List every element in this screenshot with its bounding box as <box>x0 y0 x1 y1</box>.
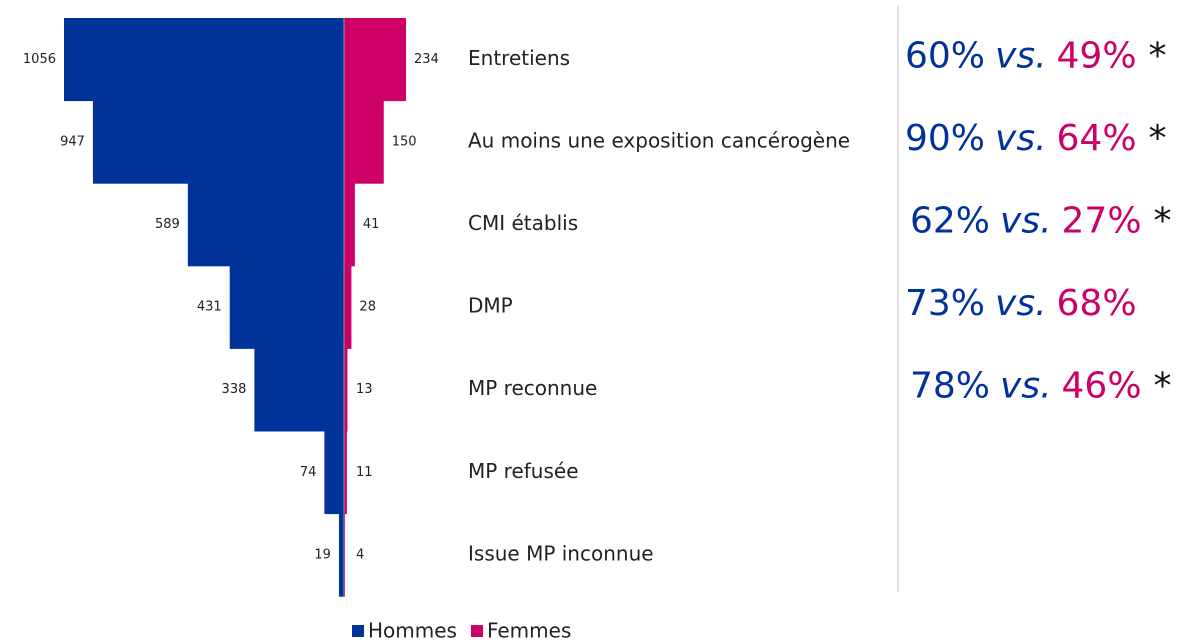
category-label: MP refusée <box>468 459 579 483</box>
category-label: CMI établis <box>468 211 578 235</box>
value-label: 150 <box>392 134 417 149</box>
value-label: 234 <box>414 52 439 67</box>
bar-hommes <box>324 431 344 515</box>
pct-femmes: 46% <box>1062 366 1142 407</box>
vs: vs. <box>995 283 1047 324</box>
pct-hommes: 73% <box>905 283 985 324</box>
vs: vs. <box>1000 201 1052 242</box>
value-label: 4 <box>356 547 364 562</box>
pct-hommes: 60% <box>905 35 985 76</box>
annotation: 60% vs. 49% * <box>905 35 1167 76</box>
pct-hommes: 78% <box>910 366 990 407</box>
vs: vs. <box>995 118 1047 159</box>
legend-swatch <box>352 625 364 637</box>
bar-hommes <box>254 348 344 432</box>
bar-femmes <box>344 513 346 597</box>
category-label: Au moins une exposition cancérogène <box>468 128 850 152</box>
bar-hommes <box>229 265 344 349</box>
value-label: 11 <box>356 465 373 480</box>
bar-hommes <box>187 183 344 267</box>
category-label: DMP <box>468 294 513 318</box>
annotation: 73% vs. 68% <box>905 283 1137 324</box>
pct-femmes: 68% <box>1057 283 1137 324</box>
bar-femmes <box>344 265 352 349</box>
legend-label: Femmes <box>487 619 571 642</box>
pct-femmes: 49% <box>1057 35 1137 76</box>
category-label: Entretiens <box>468 46 570 70</box>
bar-femmes <box>344 348 348 432</box>
pct-femmes: 27% <box>1062 201 1142 242</box>
bar-femmes <box>344 431 347 515</box>
significance: * <box>1149 118 1167 159</box>
annotation: 62% vs. 27% * <box>910 201 1172 242</box>
significance: * <box>1154 201 1172 242</box>
pct-hommes: 90% <box>905 118 985 159</box>
value-label: 13 <box>356 382 373 397</box>
category-label: MP reconnue <box>468 376 597 400</box>
pct-femmes: 64% <box>1057 118 1137 159</box>
category-label: Issue MP inconnue <box>468 541 654 565</box>
bar-femmes <box>344 100 384 184</box>
value-label: 28 <box>359 300 376 315</box>
annotation: 90% vs. 64% * <box>905 118 1167 159</box>
value-label: 41 <box>363 217 380 232</box>
bar-femmes <box>344 183 355 267</box>
vs: vs. <box>995 35 1047 76</box>
significance: * <box>1149 35 1167 76</box>
value-label: 1056 <box>23 52 56 67</box>
pct-hommes: 62% <box>910 201 990 242</box>
annotation: 78% vs. 46% * <box>910 366 1172 407</box>
value-label: 947 <box>60 134 85 149</box>
significance: * <box>1154 366 1172 407</box>
value-label: 19 <box>314 547 331 562</box>
vs: vs. <box>1000 366 1052 407</box>
value-label: 74 <box>300 465 317 480</box>
bar-hommes <box>92 100 344 184</box>
bar-femmes <box>344 18 407 102</box>
value-label: 589 <box>155 217 180 232</box>
bar-hommes <box>338 513 344 597</box>
legend-label: Hommes <box>368 619 457 642</box>
bar-hommes <box>64 18 344 102</box>
legend-swatch <box>470 625 483 637</box>
value-label: 338 <box>222 382 247 397</box>
value-label: 431 <box>197 300 222 315</box>
